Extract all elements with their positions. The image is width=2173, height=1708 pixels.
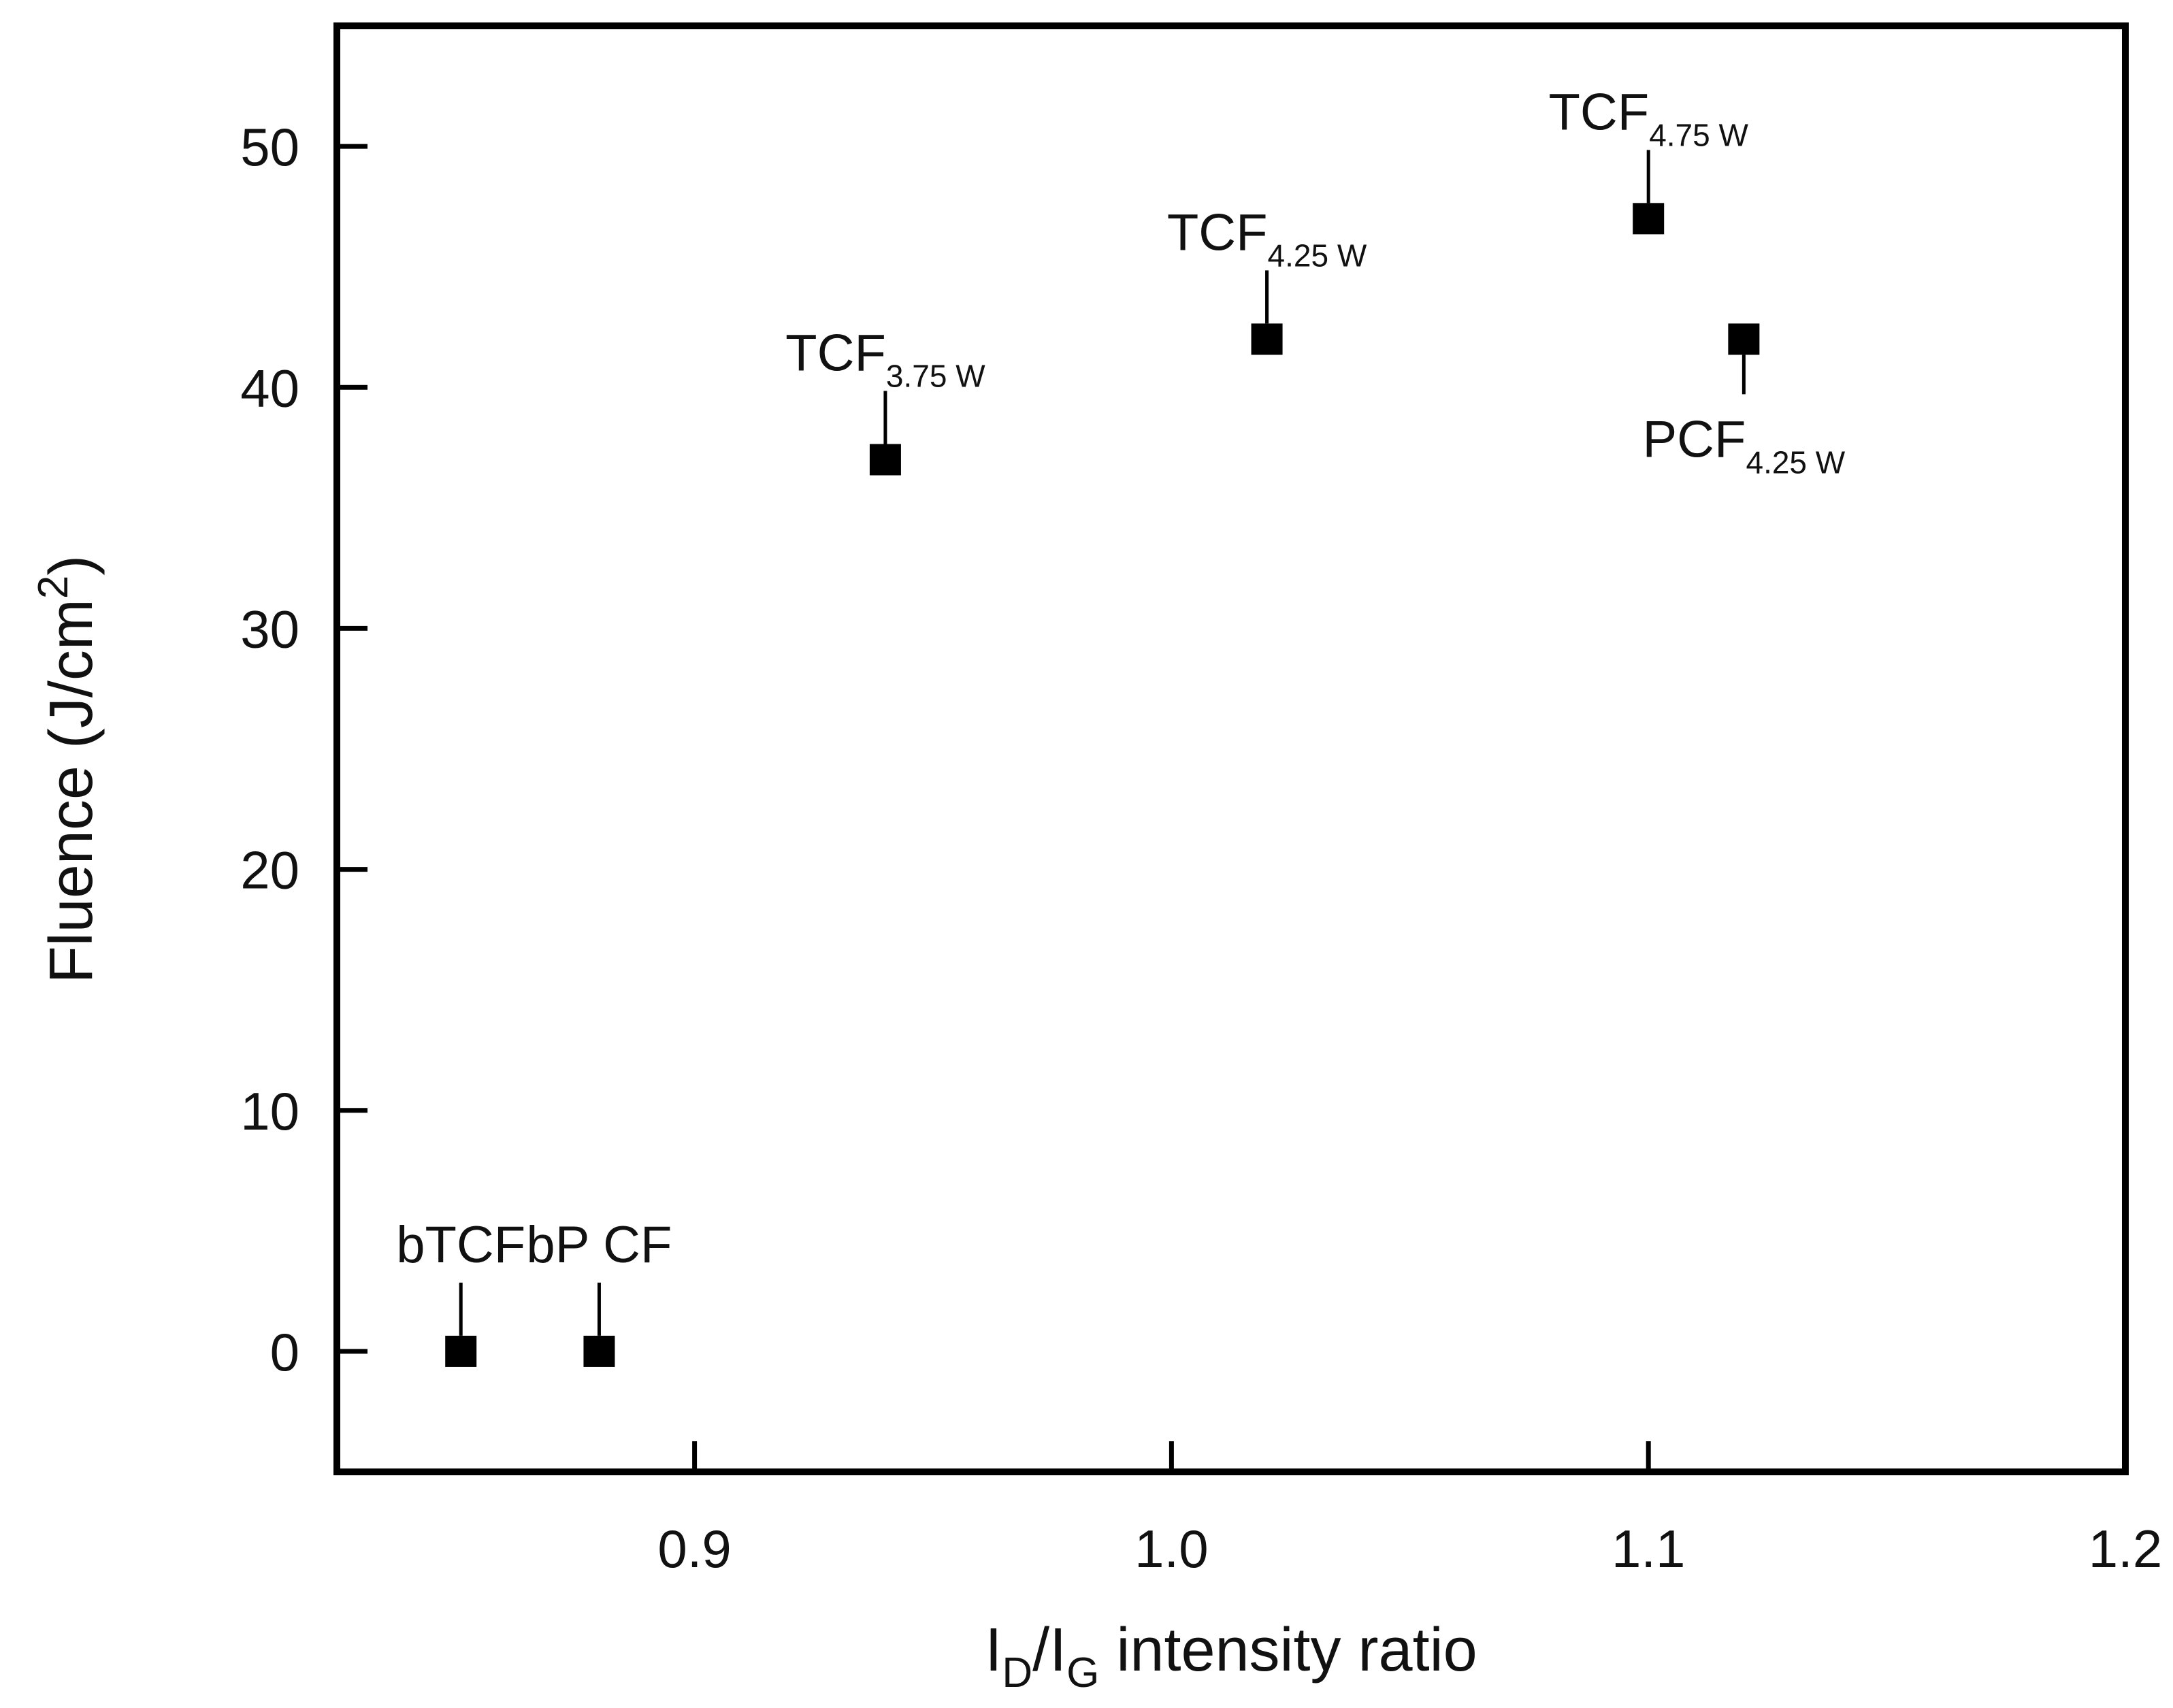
x-tick-label: 1.0 [1134, 1519, 1208, 1579]
point-label-tcf375: TCF3.75 W [785, 325, 985, 394]
point-label-bpcf: bP CF [526, 1216, 672, 1274]
y-tick-label: 20 [240, 840, 299, 900]
data-point-pcf425 [1728, 323, 1760, 355]
y-tick-label: 40 [240, 358, 299, 418]
y-tick-label: 0 [270, 1322, 299, 1382]
data-point-tcf475 [1633, 203, 1665, 235]
point-label-tcf475: TCF4.75 W [1548, 83, 1748, 152]
data-points [445, 203, 1760, 1367]
y-tick-label: 50 [240, 117, 299, 177]
plot-frame [333, 22, 2129, 1475]
axis-ticks [337, 144, 2128, 1472]
x-axis-title: ID/IG intensity ratio [985, 1616, 1477, 1696]
point-label-tcf425: TCF4.25 W [1167, 203, 1367, 273]
point-label-btcf: bTCF [396, 1216, 525, 1274]
y-tick-label: 10 [240, 1081, 299, 1141]
data-point-bpcf [583, 1335, 615, 1367]
point-label-pcf425: PCF4.25 W [1642, 410, 1845, 480]
data-point-tcf425 [1251, 323, 1283, 355]
y-axis-title: Fluence (J/cm2) [30, 555, 105, 984]
point-labels: bTCF bP CF TCF3.75 W TCF4.25 W TCF4.75 W PCF4… [396, 83, 1846, 1336]
axis-tick-labels: 0.9 1.0 1.1 1.2 0 10 20 30 40 50 [240, 117, 2162, 1579]
x-tick-label: 1.1 [1612, 1519, 1685, 1579]
data-point-btcf [445, 1335, 477, 1367]
x-tick-label: 1.2 [2089, 1519, 2162, 1579]
data-point-tcf375 [869, 444, 901, 476]
y-tick-label: 30 [240, 599, 299, 659]
x-tick-label: 0.9 [657, 1519, 731, 1579]
